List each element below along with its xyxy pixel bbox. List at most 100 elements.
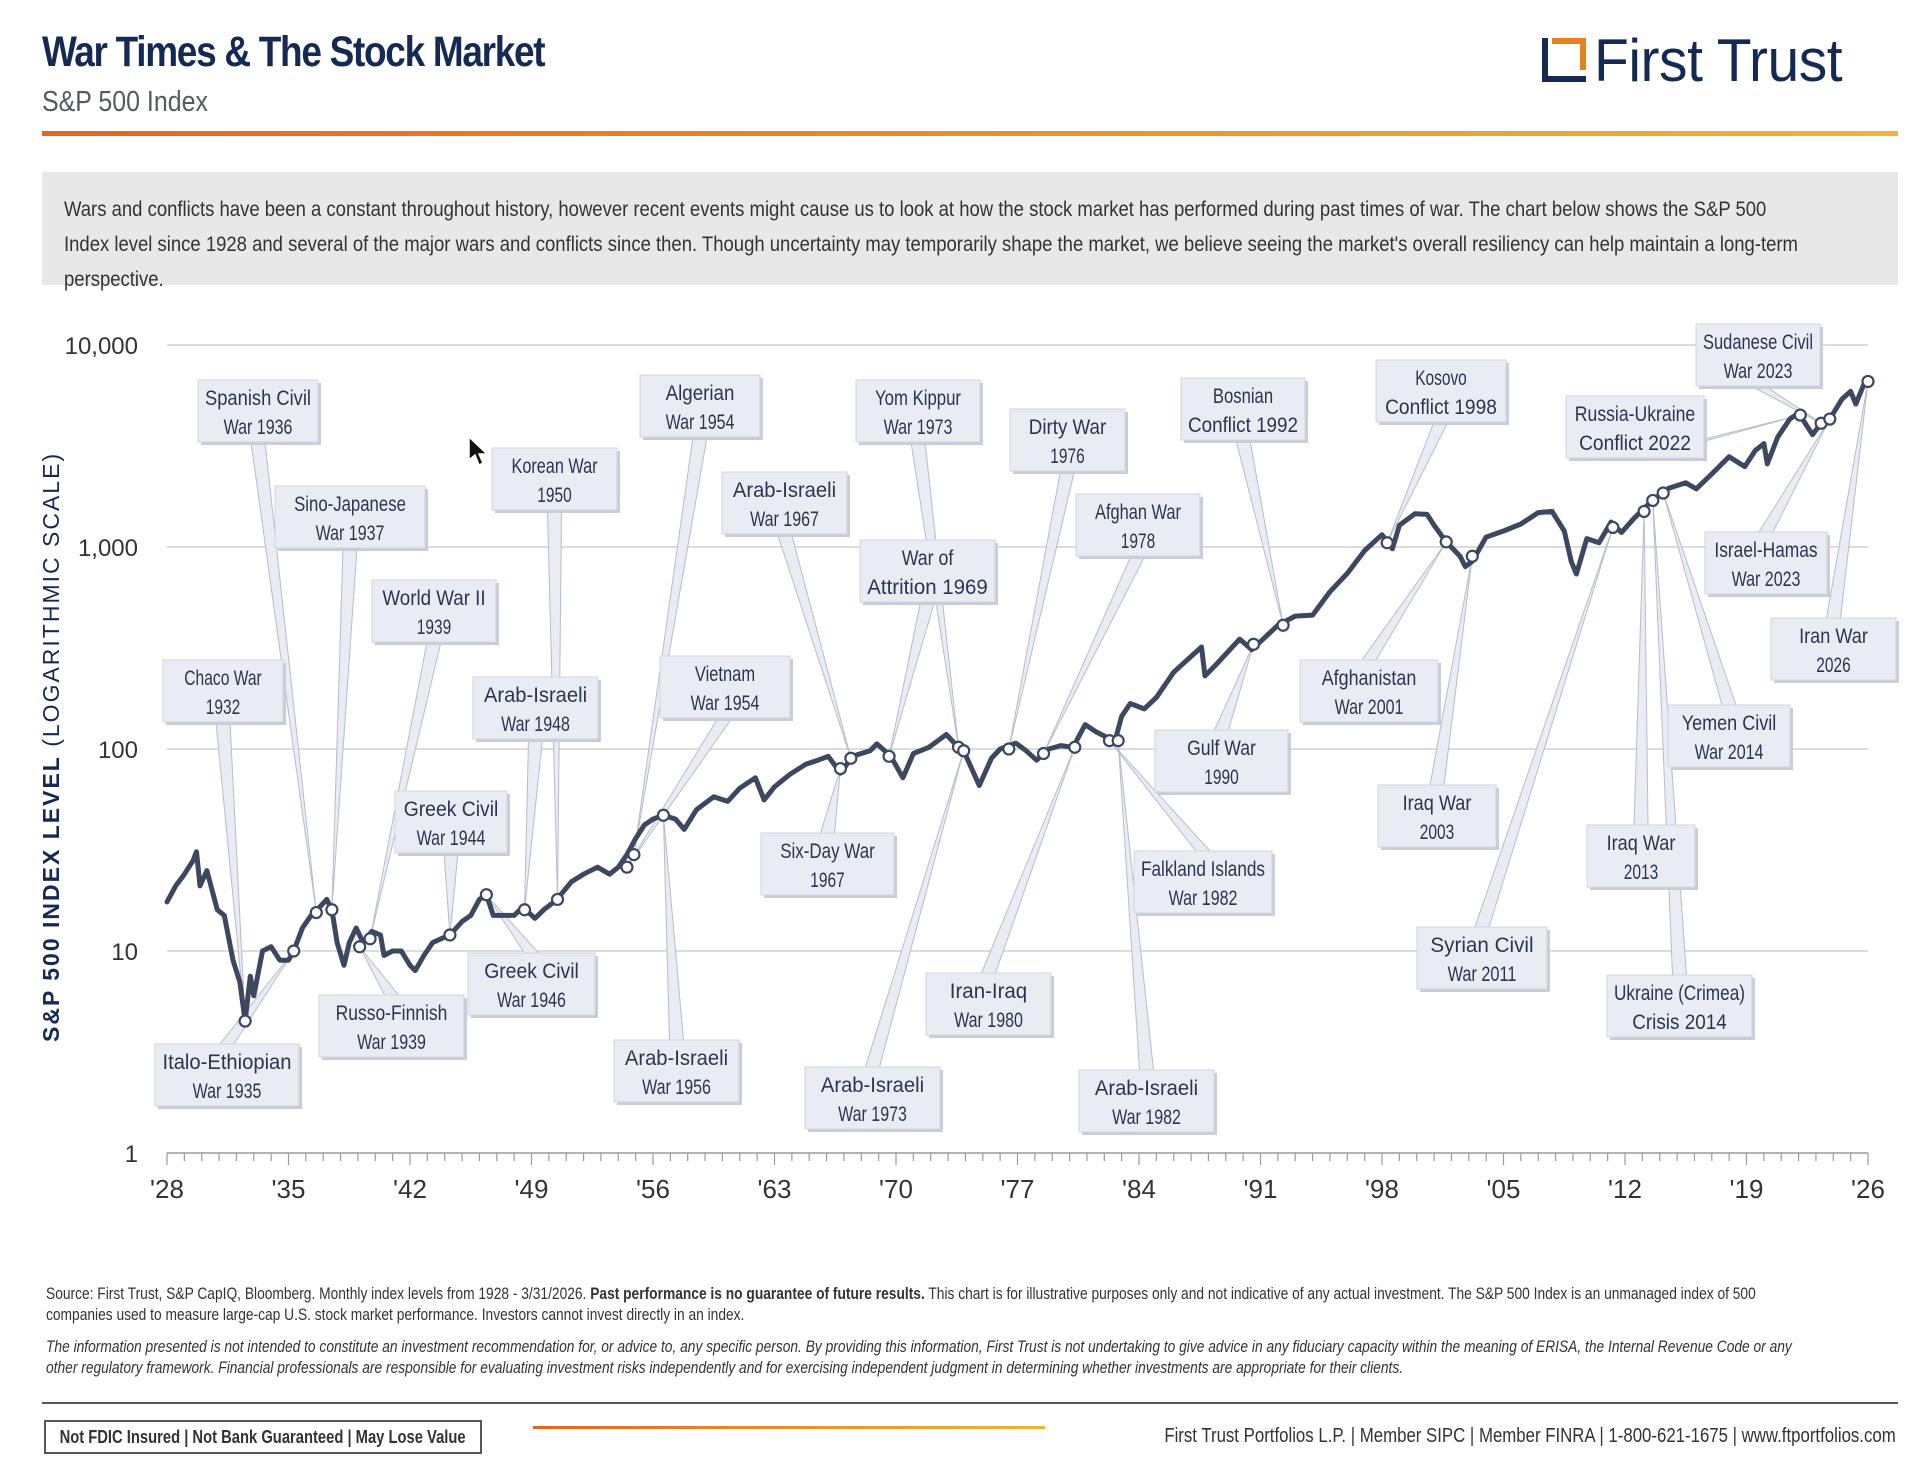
callout-box [1299, 659, 1439, 723]
callout-leader [218, 950, 295, 1045]
logo-mark-icon [1542, 38, 1586, 82]
callout-label-line: Falkland Islands [1141, 858, 1265, 881]
callout-label-line: War 1967 [750, 508, 819, 531]
callout-label-line: Vietnam [695, 663, 755, 686]
event-marker [309, 905, 323, 920]
x-tick-label: '98 [1365, 1174, 1399, 1204]
callout-label: Bosnian Conflict 1992 [1188, 385, 1298, 437]
callout-label-line: Crisis 2014 [1632, 1011, 1727, 1034]
callout-label-line: Conflict 2022 [1579, 432, 1691, 455]
event-marker [353, 940, 367, 954]
callout-label-line: Arab-Israeli [821, 1074, 924, 1097]
callout-leader [1758, 418, 1831, 533]
callout-leader [359, 946, 400, 996]
callout-label-line: War 1936 [224, 416, 293, 439]
callout-label-line: Korean War [512, 455, 598, 478]
callout-label-line: War 2023 [1724, 360, 1793, 383]
callout-box [1009, 408, 1126, 472]
disclaimer: The information presented is not intende… [46, 1338, 1792, 1377]
callout-box [1075, 493, 1201, 557]
event-marker [517, 903, 532, 917]
callout-label-line: Conflict 1992 [1188, 414, 1298, 437]
callout-label-line: Conflict 1998 [1385, 396, 1497, 419]
callout-label-line: War 1982 [1169, 887, 1238, 910]
callout-label-line: 1990 [1204, 766, 1238, 789]
callout-label: Spanish Civil War 1936 [205, 387, 311, 439]
callout-label-line: War 1935 [193, 1080, 262, 1103]
callout-label: Iran War 2026 [1799, 625, 1868, 677]
callout-label-line: 1967 [810, 869, 844, 892]
callout-label: Russia-Ukraine Conflict 2022 [1575, 403, 1695, 455]
event-marker [1036, 746, 1051, 761]
y-tick-label: 1 [125, 1141, 138, 1168]
callout-box [1586, 824, 1696, 888]
header-divider [42, 131, 1898, 136]
callout-label-line: 1978 [1121, 530, 1155, 553]
callout-label-line: Russia-Ukraine [1575, 403, 1695, 426]
event-marker [1002, 742, 1016, 756]
callout-label-line: Gulf War [1187, 737, 1256, 760]
event-markers [238, 374, 1875, 1028]
event-marker [1637, 504, 1651, 519]
callout-label-line: War 1954 [691, 692, 760, 715]
source-note: Source: First Trust, S&P CapIQ, Bloomber… [46, 1284, 1825, 1326]
callout-label: Afghanistan War 2001 [1322, 667, 1417, 719]
callout-leader [776, 533, 852, 759]
x-tick-label: '12 [1608, 1174, 1642, 1204]
callout-leader [524, 738, 544, 910]
x-tick-label: '91 [1244, 1174, 1278, 1204]
callout-label: Arab-Israeli War 1973 [821, 1074, 924, 1126]
callout-label-line: War 2011 [1448, 963, 1517, 986]
y-tick-label: 10,000 [65, 333, 138, 360]
callout-label: World War II 1939 [382, 587, 485, 639]
event-marker [287, 944, 301, 958]
callout-label-line: Spanish Civil [205, 387, 311, 410]
callout-leader [819, 768, 841, 834]
callout-box [371, 579, 497, 643]
callout-label-line: Arab-Israeli [733, 479, 836, 502]
callout-box [1606, 974, 1753, 1038]
callout-label: Kosovo Conflict 1998 [1385, 367, 1497, 419]
event-marker [238, 1014, 252, 1028]
event-marker [844, 751, 858, 765]
footer-divider [42, 1402, 1898, 1404]
callout-box [1667, 704, 1791, 768]
grid-lines [166, 344, 1869, 1165]
event-marker [1606, 520, 1620, 535]
callout-label: Afghan War 1978 [1095, 501, 1181, 553]
callout-label-line: Sino-Japanese [294, 493, 406, 516]
callout-box [491, 447, 618, 511]
event-marker [833, 761, 848, 776]
event-marker [620, 860, 634, 874]
event-marker [1276, 618, 1290, 632]
x-tick-label: '05 [1487, 1174, 1521, 1204]
callout-box [1695, 323, 1821, 387]
callout-box [1770, 617, 1897, 681]
callout-box [1416, 926, 1548, 990]
callout-box [639, 374, 761, 438]
callout-box [1180, 377, 1306, 441]
event-marker [656, 808, 671, 822]
callout-label-line: Chaco War [184, 667, 261, 690]
callout-label-line: War 1956 [642, 1076, 711, 1099]
callout-label: Falkland Islands War 1982 [1141, 858, 1265, 910]
callout-label-line: Greek Civil [404, 798, 499, 821]
source-suffix: This chart is for illustrative purposes … [46, 1285, 1756, 1324]
callout-label: Greek Civil War 1944 [404, 798, 499, 850]
event-marker [550, 892, 565, 907]
page-subtitle: S&P 500 Index [42, 86, 208, 118]
callout-box [721, 471, 848, 535]
callout-label-line: World War II [382, 587, 485, 610]
callout-box [274, 485, 426, 549]
event-marker [1111, 734, 1125, 748]
x-tick-labels: '28 '35 '42 '49 '56 '63 '70 '77 '84 '91 '98 '05 '12 '… [150, 1174, 1885, 1204]
callout-leader [1633, 511, 1649, 826]
callout-box [1704, 531, 1828, 595]
callout-label-line: Afghanistan [1322, 667, 1417, 690]
first-trust-logo[interactable]: First Trust [1542, 27, 1855, 94]
callout-label-line: War 1946 [497, 989, 566, 1012]
y-tick-labels: 1 10 100 1,000 10,000 [65, 333, 138, 1168]
callout-leader [1662, 492, 1737, 706]
y-tick-label: 1,000 [78, 535, 138, 562]
